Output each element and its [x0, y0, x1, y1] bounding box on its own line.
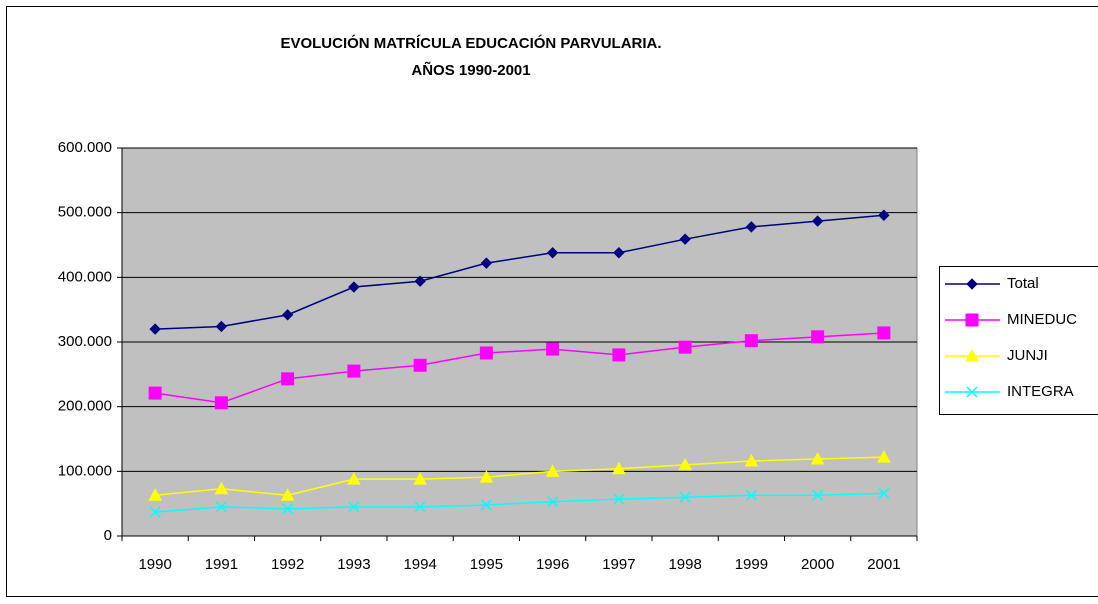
x-tick-label: 2001 [867, 556, 900, 573]
series-marker [282, 503, 294, 515]
x-tick-label: 1997 [602, 556, 635, 573]
series-marker [877, 326, 891, 340]
series-marker [413, 358, 427, 372]
x-tick-label: 1990 [138, 556, 171, 573]
series-marker [612, 461, 626, 475]
series-marker [678, 457, 692, 471]
series-marker [546, 342, 560, 356]
series-marker [149, 323, 161, 335]
series-marker [347, 472, 361, 485]
series-marker [479, 346, 493, 360]
series-marker [215, 501, 227, 513]
x-tick-label: 1998 [668, 556, 701, 573]
x-tick-label: 1992 [271, 556, 304, 573]
chart-subtitle: AÑOS 1990-2001 [411, 61, 530, 79]
x-tick-label: 2000 [801, 556, 834, 573]
series-marker [744, 334, 758, 348]
x-tick-label: 1991 [205, 556, 238, 573]
y-tick-label: 100.000 [58, 462, 112, 479]
legend-label: INTEGRA [1007, 383, 1074, 400]
series-marker [479, 470, 494, 483]
series-marker [214, 396, 228, 410]
series-marker [280, 488, 295, 501]
series-marker [878, 209, 890, 221]
series-marker [744, 453, 759, 467]
x-tick-label: 1995 [470, 556, 503, 573]
series-marker [812, 489, 824, 501]
series-marker [811, 215, 824, 227]
series-marker [613, 493, 625, 505]
series-marker [347, 364, 361, 378]
series-marker [214, 481, 229, 495]
series-marker [877, 450, 891, 463]
series-marker [413, 472, 427, 485]
legend-marker [965, 348, 979, 362]
series-marker [547, 496, 559, 508]
series-marker [745, 489, 757, 501]
series-marker [149, 506, 161, 518]
series-marker [348, 501, 360, 513]
y-tick-label: 400.000 [58, 268, 112, 285]
legend-box [939, 266, 1098, 415]
series-marker [148, 488, 162, 501]
series-line [155, 214, 884, 330]
y-tick-label: 500.000 [58, 204, 112, 221]
legend-label: JUNJI [1007, 347, 1048, 364]
series-marker [679, 491, 691, 503]
chart-title: EVOLUCIÓN MATRÍCULA EDUCACIÓN PARVULARIA… [280, 34, 661, 52]
series-marker [281, 309, 294, 321]
series-marker [612, 348, 626, 362]
series-marker [545, 464, 560, 477]
y-tick-label: 0 [104, 527, 112, 544]
legend-label: Total [1007, 275, 1039, 292]
series-line [155, 332, 884, 404]
series-marker [546, 247, 559, 259]
x-tick-label: 1999 [735, 556, 768, 573]
y-tick-label: 300.000 [58, 333, 112, 350]
series-marker [878, 487, 890, 499]
series-marker [348, 281, 360, 293]
series-line [155, 456, 884, 497]
series-line [155, 492, 884, 513]
series-marker [745, 221, 758, 233]
y-tick-label: 200.000 [58, 398, 112, 415]
series-marker [480, 257, 493, 269]
series-marker [281, 372, 295, 386]
series-marker [810, 452, 825, 465]
series-marker [811, 330, 825, 344]
series-marker [414, 501, 426, 513]
series-marker [414, 275, 426, 287]
series-marker [480, 499, 492, 511]
x-tick-label: 1996 [536, 556, 569, 573]
x-tick-label: 1994 [403, 556, 436, 573]
legend-marker [966, 278, 978, 290]
legend-label: MINEDUC [1007, 311, 1077, 328]
legend-marker [966, 386, 978, 398]
x-tick-label: 1993 [337, 556, 370, 573]
series-marker [148, 386, 162, 400]
series-marker [679, 233, 691, 245]
legend-marker [965, 313, 979, 327]
series-marker [215, 320, 228, 333]
series-marker [613, 247, 625, 259]
series-marker [678, 340, 692, 354]
y-tick-label: 600.000 [58, 139, 112, 156]
